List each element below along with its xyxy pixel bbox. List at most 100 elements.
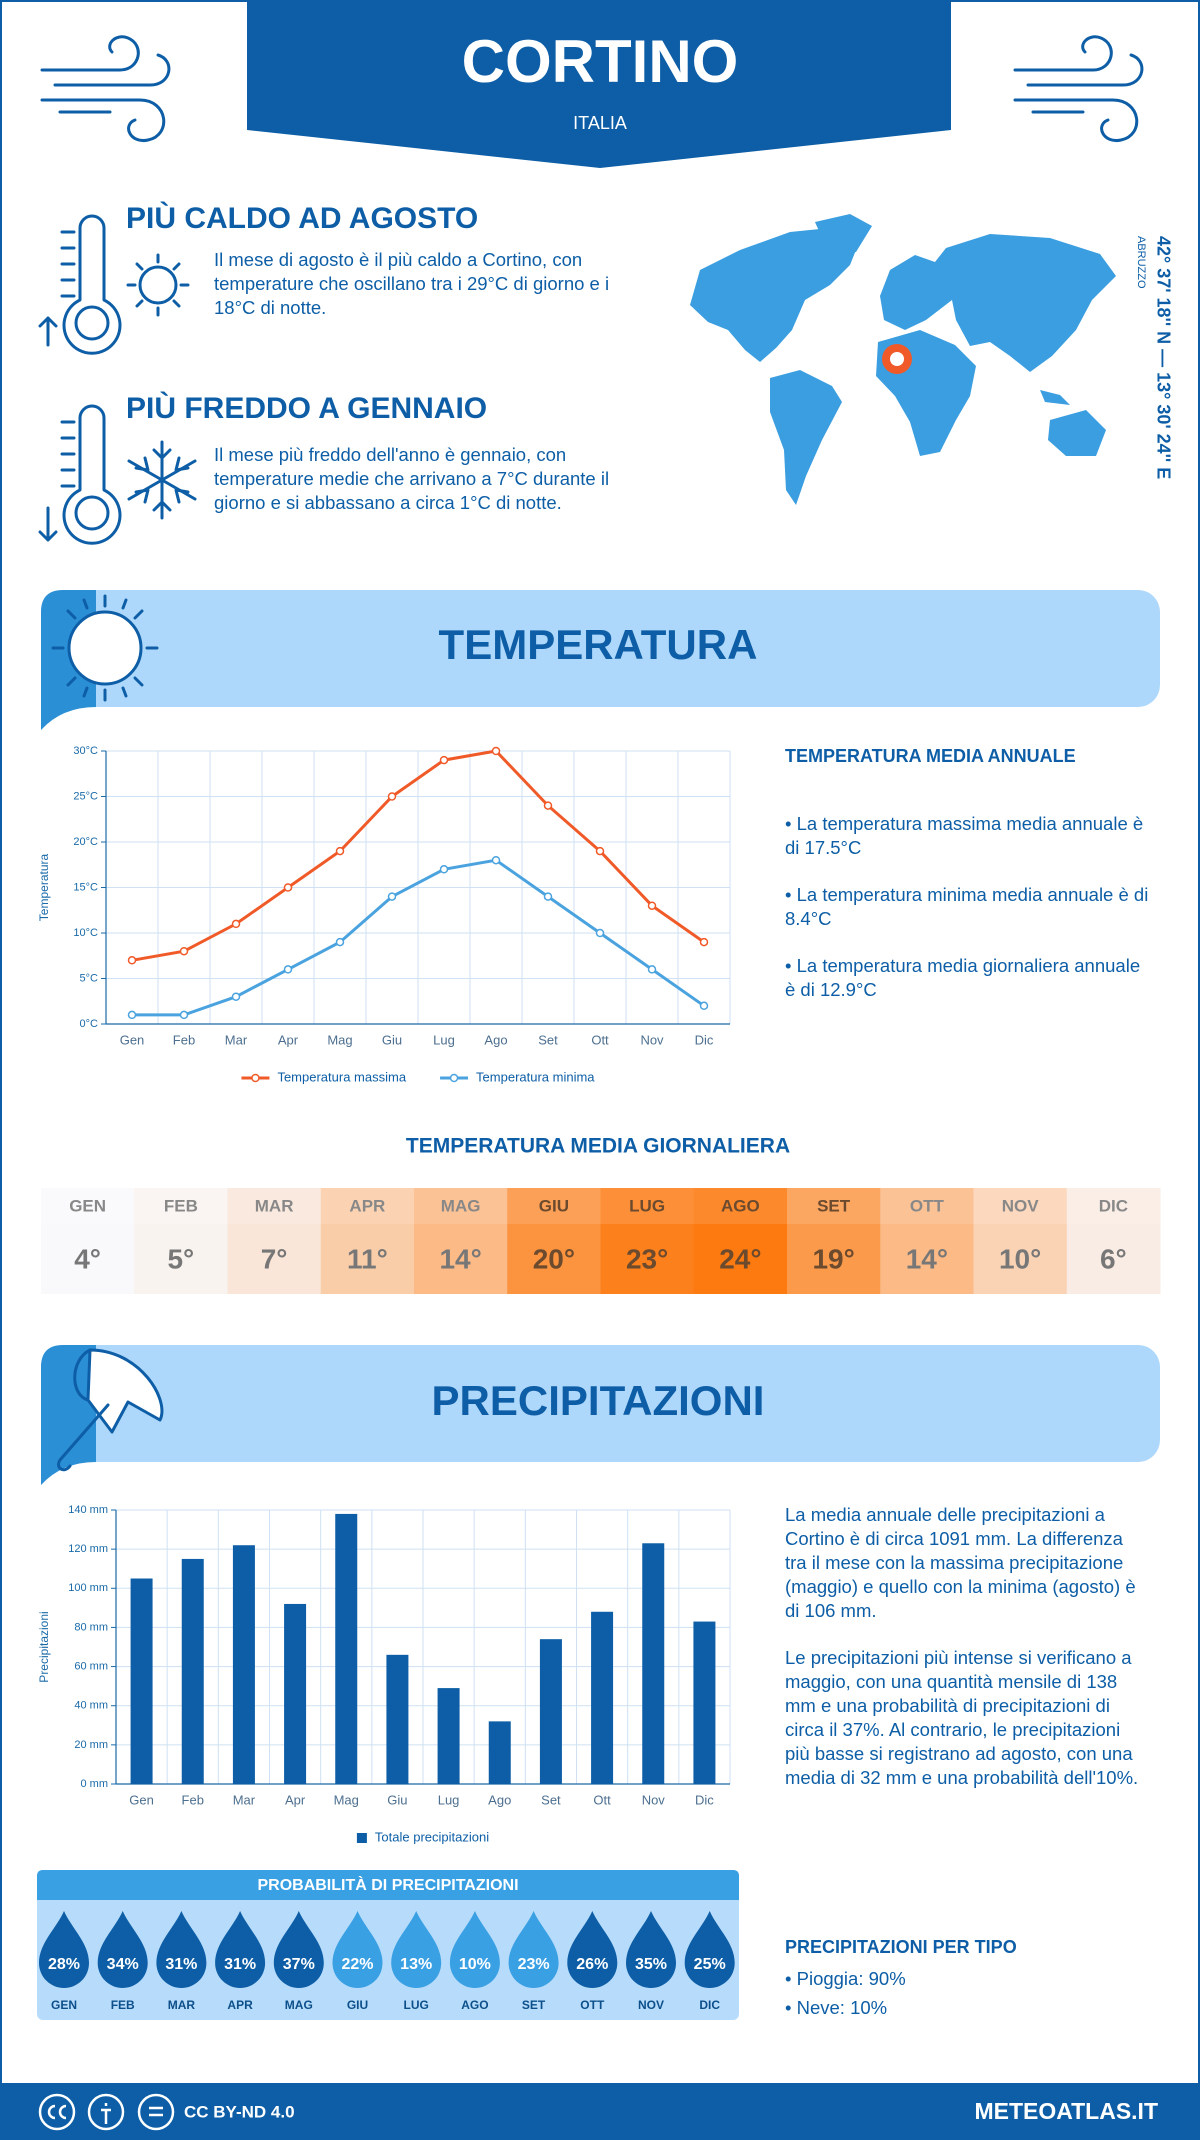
bar bbox=[335, 1513, 358, 1784]
cold-thermometer-icon bbox=[38, 404, 197, 545]
month-label: GIU bbox=[347, 1998, 368, 2012]
x-tick-label: Nov bbox=[642, 1792, 666, 1807]
point bbox=[439, 755, 449, 765]
x-tick-label: Lug bbox=[438, 1792, 460, 1807]
point bbox=[543, 892, 553, 901]
y-axis-label: Temperatura bbox=[37, 853, 51, 921]
hot-text: Il mese di agosto è il più caldo a Corti… bbox=[214, 249, 610, 318]
probability-drop bbox=[39, 1911, 89, 1988]
x-tick-label: Lug bbox=[433, 1032, 455, 1047]
month-label: APR bbox=[349, 1196, 385, 1215]
cold-text: Il mese più freddo dell'anno è gennaio, … bbox=[214, 444, 610, 513]
wind-icon-right bbox=[1013, 35, 1144, 142]
x-tick-label: Ott bbox=[591, 1032, 609, 1047]
month-header-cell bbox=[880, 1188, 974, 1224]
x-tick-label: Set bbox=[541, 1792, 561, 1807]
probability-label: 10% bbox=[459, 1956, 491, 1973]
bar bbox=[130, 1578, 153, 1784]
x-tick-label: Apr bbox=[278, 1032, 299, 1047]
summary-item: • La temperatura massima media annuale è… bbox=[785, 813, 1144, 858]
probability-label: 28% bbox=[48, 1956, 80, 1973]
month-label: FEB bbox=[111, 1998, 135, 2012]
month-label: OTT bbox=[580, 1998, 605, 2012]
point bbox=[491, 746, 501, 756]
x-tick-label: Set bbox=[538, 1032, 558, 1047]
temperature-label: 14° bbox=[439, 1243, 481, 1274]
probability-title: PROBABILITÀ DI PRECIPITAZIONI bbox=[257, 1875, 518, 1894]
daily-title: TEMPERATURA MEDIA GIORNALIERA bbox=[406, 1135, 790, 1158]
probability-label: 34% bbox=[107, 1956, 139, 1973]
probability-drop bbox=[273, 1911, 324, 1988]
month-header-cell bbox=[320, 1188, 415, 1224]
series-line bbox=[131, 749, 705, 962]
temperature-label: 5° bbox=[167, 1243, 194, 1274]
legend-label: Temperatura massima bbox=[277, 1069, 406, 1084]
probability-label: 37% bbox=[283, 1956, 315, 1973]
month-label: LUG bbox=[629, 1196, 665, 1215]
legend-swatch bbox=[356, 1833, 367, 1843]
month-label: MAG bbox=[285, 1998, 313, 2012]
bar bbox=[437, 1688, 460, 1784]
month-header-cell bbox=[41, 1188, 135, 1224]
month-label: APR bbox=[227, 1998, 253, 2012]
month-header-cell bbox=[227, 1188, 322, 1224]
license: CC BY-ND 4.0 bbox=[184, 2102, 295, 2121]
probability-label: 35% bbox=[635, 1956, 667, 1973]
bar bbox=[284, 1603, 307, 1784]
y-tick-label: 30°C bbox=[73, 745, 98, 757]
month-label: MAR bbox=[168, 1998, 196, 2012]
point bbox=[335, 937, 345, 947]
y-tick-label: 100 mm bbox=[68, 1582, 108, 1594]
bar bbox=[232, 1545, 255, 1784]
sun-icon bbox=[51, 594, 159, 702]
cold-title: PIÙ FREDDO A GENNAIO bbox=[126, 391, 487, 425]
umbrella-icon bbox=[57, 1348, 164, 1472]
point bbox=[543, 801, 553, 810]
daily-table: GEN 4° FEB 5° MAR 7° APR 11° MAG 14° GIU 20° LUG 23° A… bbox=[41, 1188, 1161, 1294]
temperature-cell bbox=[134, 1224, 228, 1294]
month-label: DIC bbox=[699, 1998, 720, 2012]
footer-bar bbox=[0, 2083, 1200, 2140]
legend-swatch bbox=[251, 1073, 260, 1083]
month-header-cell bbox=[787, 1188, 881, 1224]
precipitation-banner bbox=[41, 1345, 1160, 1462]
x-tick-label: Nov bbox=[640, 1032, 664, 1047]
month-label: OTT bbox=[910, 1196, 945, 1215]
month-header-cell bbox=[693, 1188, 788, 1224]
point bbox=[179, 1010, 189, 1020]
month-label: GIU bbox=[539, 1196, 569, 1215]
probability-drop bbox=[391, 1911, 442, 1988]
city-title: CORTINO bbox=[462, 28, 739, 95]
y-tick-label: 25°C bbox=[73, 790, 98, 802]
point bbox=[387, 792, 397, 801]
month-label: NOV bbox=[1002, 1196, 1040, 1215]
probability-label: 22% bbox=[341, 1956, 373, 1973]
month-label: NOV bbox=[638, 1998, 664, 2012]
y-tick-label: 40 mm bbox=[74, 1700, 108, 1712]
month-header-cell bbox=[973, 1188, 1068, 1224]
month-label: MAG bbox=[441, 1196, 481, 1215]
bar bbox=[693, 1621, 716, 1784]
probability-drops: 28% GEN 34% FEB 31% MAR 31% APR 37% MAG 22% GIU 13% L… bbox=[39, 1911, 735, 2012]
temperature-label: 4° bbox=[74, 1243, 101, 1274]
bar bbox=[591, 1611, 614, 1784]
x-tick-label: Mag bbox=[327, 1032, 352, 1047]
banner-corner bbox=[41, 1345, 96, 1485]
wind-icon-left bbox=[40, 35, 171, 142]
y-axis-label: Precipitazioni bbox=[37, 1611, 51, 1682]
x-tick-label: Ago bbox=[488, 1792, 511, 1807]
bar bbox=[642, 1543, 665, 1784]
month-label: AGO bbox=[461, 1998, 488, 2012]
x-tick-label: Feb bbox=[173, 1032, 195, 1047]
temperature-banner bbox=[41, 590, 1160, 707]
y-tick-label: 60 mm bbox=[74, 1660, 108, 1672]
probability-drop bbox=[567, 1911, 618, 1988]
license-icons bbox=[38, 2093, 175, 2131]
month-label: LUG bbox=[404, 1998, 429, 2012]
x-tick-label: Ott bbox=[593, 1792, 611, 1807]
header-band bbox=[247, 0, 951, 168]
point bbox=[179, 946, 189, 956]
probability-drop bbox=[626, 1911, 676, 1988]
point bbox=[231, 992, 241, 1001]
